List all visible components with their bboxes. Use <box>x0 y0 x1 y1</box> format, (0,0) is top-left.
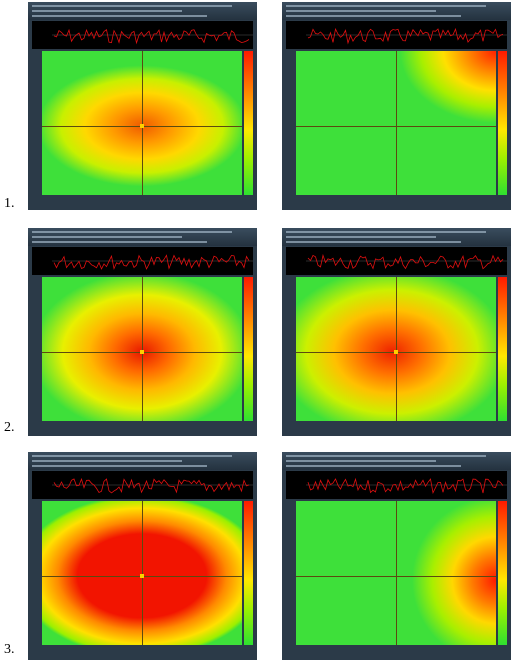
waveform-line <box>307 253 504 270</box>
waveform-line <box>307 27 504 45</box>
crosshair-vertical <box>142 277 143 421</box>
waveform <box>306 27 507 45</box>
waveform <box>52 28 253 45</box>
header-text-line <box>32 236 182 238</box>
waveform <box>306 477 507 494</box>
heatmap-panel <box>28 452 257 660</box>
figure-label: 2. <box>4 420 15 435</box>
heatmap <box>296 51 496 195</box>
waveform <box>52 477 253 494</box>
colorbar <box>244 277 253 421</box>
crosshair-vertical <box>396 501 397 645</box>
heatmap-panel <box>282 2 511 210</box>
waveform <box>52 254 253 270</box>
crosshair-vertical <box>142 51 143 195</box>
crosshair-horizontal <box>296 575 496 577</box>
colorbar <box>244 501 253 645</box>
heatmap <box>42 51 242 195</box>
heatmap <box>296 501 496 645</box>
header-text-line <box>286 460 436 462</box>
heatmap <box>42 501 242 645</box>
waveform-strip <box>286 21 507 49</box>
header-text-line <box>286 455 486 457</box>
waveform-line <box>53 28 250 45</box>
panel-footer <box>282 423 511 436</box>
crosshair-center <box>140 123 144 128</box>
colorbar <box>498 51 507 195</box>
heatmap-panel <box>28 2 257 210</box>
crosshair-center <box>140 349 144 354</box>
figure-label: 3. <box>4 642 15 657</box>
panel-header <box>28 2 257 20</box>
panel-header <box>282 2 511 20</box>
crosshair-vertical <box>396 277 397 421</box>
header-text-line <box>32 231 232 233</box>
waveform-line <box>53 477 250 494</box>
header-text-line <box>32 15 207 17</box>
crosshair-horizontal <box>296 125 496 127</box>
header-text-line <box>286 241 461 243</box>
panel-footer <box>28 647 257 660</box>
panel-footer <box>282 647 511 660</box>
waveform-strip <box>32 247 253 275</box>
colorbar <box>498 277 507 421</box>
heatmap <box>42 277 242 421</box>
panel-header <box>282 452 511 470</box>
panel-footer <box>28 423 257 436</box>
crosshair-vertical <box>142 501 143 645</box>
heatmap <box>296 277 496 421</box>
panel-header <box>282 228 511 246</box>
waveform-strip <box>32 21 253 49</box>
panel-header <box>28 228 257 246</box>
header-text-line <box>32 455 232 457</box>
panel-footer <box>282 197 511 210</box>
waveform-line <box>307 477 504 494</box>
header-text-line <box>286 5 486 7</box>
waveform-strip <box>32 471 253 499</box>
header-text-line <box>286 10 436 12</box>
heatmap-panel <box>28 228 257 436</box>
header-text-line <box>32 465 207 467</box>
colorbar <box>498 501 507 645</box>
header-text-line <box>286 231 486 233</box>
header-text-line <box>32 10 182 12</box>
crosshair-vertical <box>396 51 397 195</box>
crosshair-center <box>394 349 398 354</box>
heatmap-panel <box>282 228 511 436</box>
waveform-strip <box>286 247 507 275</box>
panel-footer <box>28 197 257 210</box>
crosshair-center <box>140 573 144 578</box>
header-text-line <box>32 460 182 462</box>
header-text-line <box>32 241 207 243</box>
waveform-strip <box>286 471 507 499</box>
colorbar <box>244 51 253 195</box>
header-text-line <box>286 236 436 238</box>
header-text-line <box>286 465 461 467</box>
waveform <box>306 253 507 270</box>
header-text-line <box>32 5 232 7</box>
heatmap-panel <box>282 452 511 660</box>
waveform-line <box>53 254 250 270</box>
panel-header <box>28 452 257 470</box>
figure-label: 1. <box>4 196 15 211</box>
header-text-line <box>286 15 461 17</box>
